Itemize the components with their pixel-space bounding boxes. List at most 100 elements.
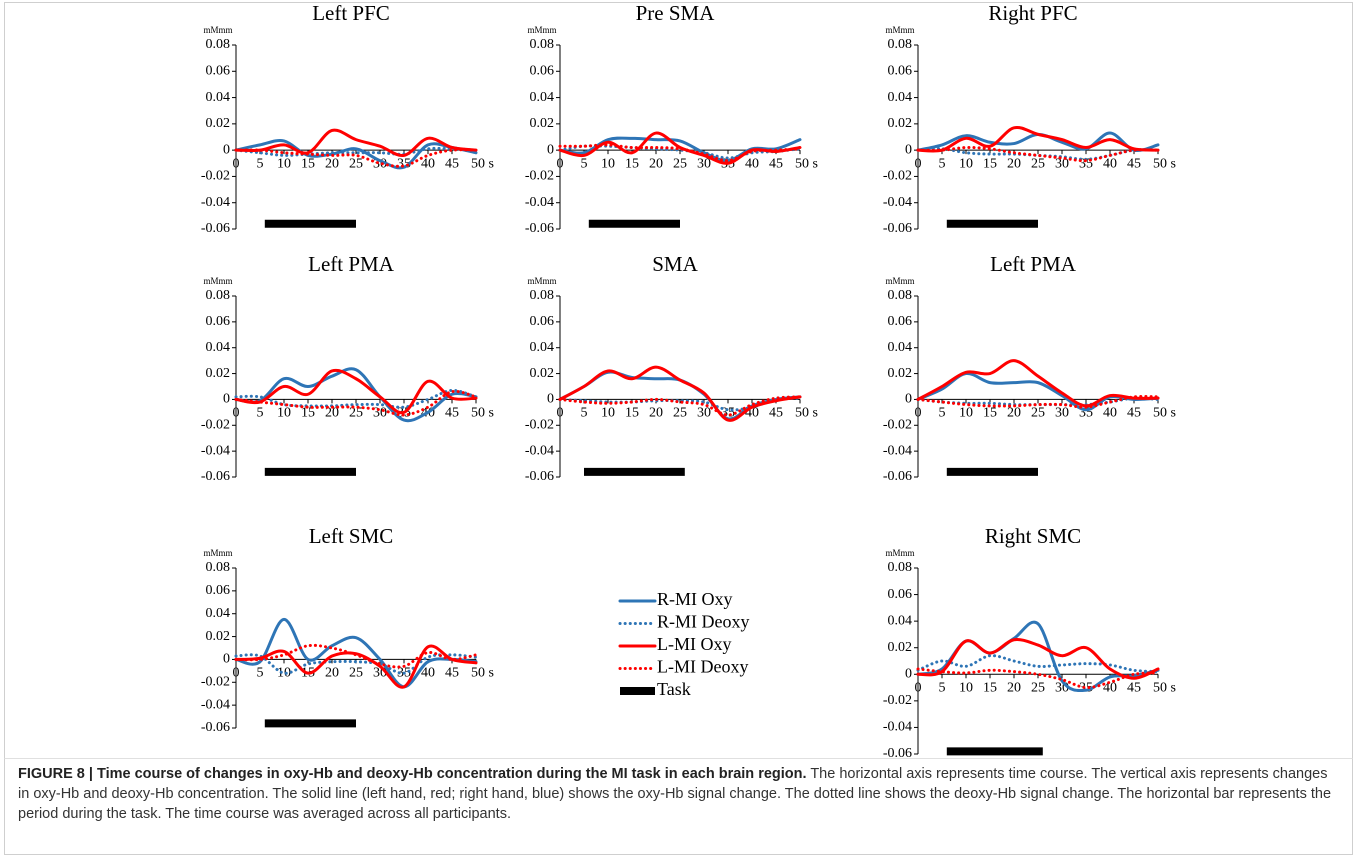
- series-line: [916, 145, 1160, 163]
- y-tick-label: 0: [547, 142, 554, 157]
- y-tick-label: -0.06: [201, 469, 230, 484]
- x-tick-label: 25: [673, 406, 687, 421]
- x-tick-label: 30: [1055, 406, 1069, 421]
- x-tick-label: 10: [277, 406, 291, 421]
- x-tick-label: 10: [959, 156, 973, 171]
- x-tick-label: 20: [325, 406, 339, 421]
- series-line: [234, 128, 478, 157]
- y-tick-label: 0.02: [530, 116, 555, 131]
- chart-title: Pre SMA: [636, 1, 716, 25]
- x-tick-label: 0: [557, 156, 564, 171]
- chart-title: Left PFC: [312, 1, 390, 25]
- x-tick-label: 10: [601, 156, 615, 171]
- x-tick-label: 20: [649, 156, 663, 171]
- y-tick-label: -0.06: [201, 720, 230, 735]
- series-line: [916, 359, 1160, 408]
- y-tick-label: 0.06: [888, 314, 913, 329]
- y-tick-label: 0.06: [888, 587, 913, 602]
- y-tick-label: -0.02: [883, 169, 912, 184]
- y-tick-label: 0.02: [888, 116, 913, 131]
- x-tick-label: 15: [625, 406, 639, 421]
- x-tick-label: 50 s: [795, 156, 818, 171]
- y-tick-label: -0.02: [201, 675, 230, 690]
- x-tick-label: 45: [445, 666, 459, 681]
- y-tick-label: 0.08: [888, 37, 913, 52]
- x-tick-label: 30: [373, 406, 387, 421]
- y-unit: mMmm: [203, 548, 232, 558]
- y-tick-label: -0.04: [201, 443, 230, 458]
- y-unit: mMmm: [527, 25, 556, 35]
- y-unit: mMmm: [203, 25, 232, 35]
- x-tick-label: 0: [915, 156, 922, 171]
- x-tick-label: 30: [697, 156, 711, 171]
- x-tick-label: 25: [349, 406, 363, 421]
- y-tick-label: 0.04: [206, 90, 231, 105]
- y-tick-label: -0.06: [883, 221, 912, 236]
- x-tick-label: 50 s: [471, 666, 494, 681]
- chart-title: Right SMC: [985, 524, 1081, 548]
- y-tick-label: 0.06: [206, 583, 231, 598]
- y-tick-label: -0.06: [525, 221, 554, 236]
- x-tick-label: 50 s: [1153, 156, 1176, 171]
- y-tick-label: 0.06: [206, 64, 231, 79]
- x-tick-label: 5: [257, 156, 264, 171]
- y-tick-label: 0.08: [530, 37, 555, 52]
- x-tick-label: 40: [745, 156, 759, 171]
- chart-title: Left PMA: [308, 252, 395, 276]
- x-tick-label: 25: [1031, 156, 1045, 171]
- y-tick-label: -0.02: [883, 693, 912, 708]
- series-line: [234, 148, 478, 168]
- x-tick-label: 30: [1055, 156, 1069, 171]
- y-tick-label: -0.06: [883, 746, 912, 761]
- y-unit: mMmm: [885, 548, 914, 558]
- y-tick-label: 0: [223, 392, 230, 407]
- series-line: [234, 653, 478, 675]
- x-tick-label: 25: [349, 666, 363, 681]
- y-tick-label: 0.04: [530, 90, 555, 105]
- x-tick-label: 50 s: [795, 406, 818, 421]
- chart-title: Left PMA: [990, 252, 1077, 276]
- legend-label: R-MI Deoxy: [657, 612, 750, 632]
- x-tick-label: 5: [939, 681, 946, 696]
- x-tick-label: 45: [445, 156, 459, 171]
- x-tick-label: 0: [557, 406, 564, 421]
- y-tick-label: 0: [547, 392, 554, 407]
- x-tick-label: 45: [1127, 681, 1141, 696]
- x-tick-label: 15: [983, 681, 997, 696]
- y-tick-label: -0.04: [525, 443, 554, 458]
- y-tick-label: 0.06: [888, 64, 913, 79]
- y-tick-label: 0.04: [888, 613, 913, 628]
- x-tick-label: 15: [301, 406, 315, 421]
- y-tick-label: -0.06: [883, 469, 912, 484]
- y-tick-label: -0.02: [525, 418, 554, 433]
- y-tick-label: -0.02: [201, 169, 230, 184]
- x-tick-label: 15: [983, 156, 997, 171]
- y-tick-label: 0.06: [530, 64, 555, 79]
- x-tick-label: 40: [1103, 406, 1117, 421]
- x-tick-label: 15: [983, 406, 997, 421]
- x-tick-label: 10: [277, 156, 291, 171]
- series-line: [916, 394, 1160, 409]
- caption: FIGURE 8 | Time course of changes in oxy…: [18, 764, 1340, 824]
- y-tick-label: 0: [223, 142, 230, 157]
- series-line: [558, 395, 802, 417]
- x-tick-label: 45: [769, 406, 783, 421]
- x-tick-label: 45: [1127, 406, 1141, 421]
- y-tick-label: 0: [905, 142, 912, 157]
- x-tick-label: 10: [277, 666, 291, 681]
- y-tick-label: 0.04: [530, 340, 555, 355]
- y-tick-label: 0.04: [206, 340, 231, 355]
- chart-title: Left SMC: [309, 524, 394, 548]
- x-tick-label: 50 s: [471, 156, 494, 171]
- series-line: [234, 139, 478, 170]
- y-tick-label: 0.08: [206, 37, 231, 52]
- y-tick-label: -0.04: [525, 195, 554, 210]
- x-tick-label: 45: [1127, 156, 1141, 171]
- x-tick-label: 0: [915, 681, 922, 696]
- x-tick-label: 20: [325, 156, 339, 171]
- y-tick-label: 0.04: [888, 340, 913, 355]
- x-tick-label: 10: [959, 681, 973, 696]
- y-tick-label: 0.08: [206, 288, 231, 303]
- legend-label: Task: [657, 679, 691, 699]
